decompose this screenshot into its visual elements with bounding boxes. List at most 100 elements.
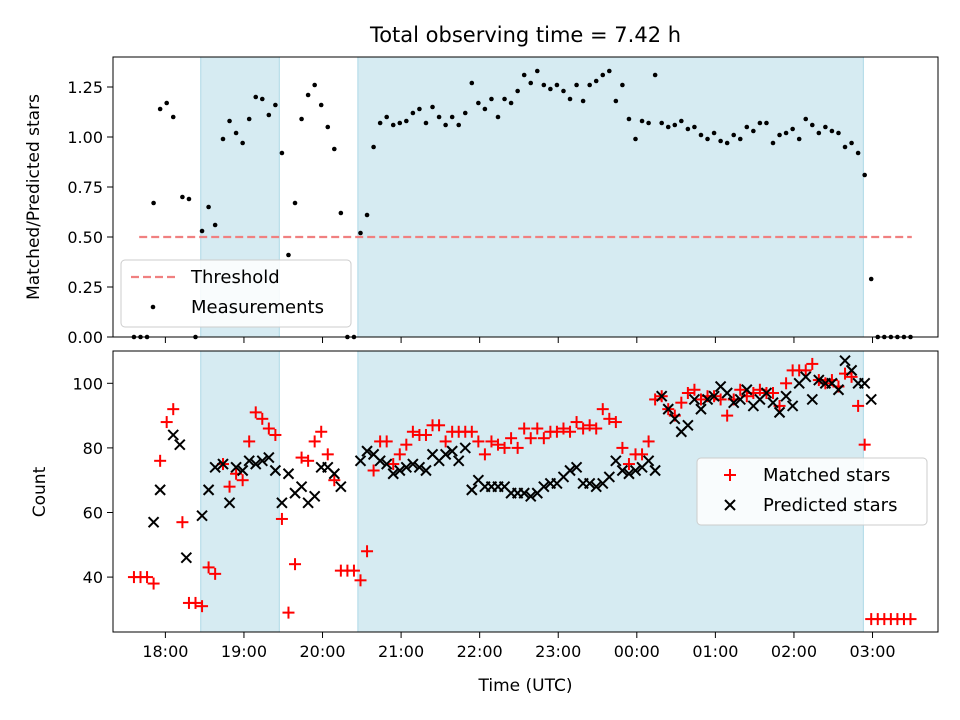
measurement-point-25 — [299, 116, 304, 122]
predicted-star-point-22 — [308, 490, 321, 503]
matched-star-point-36 — [367, 464, 380, 477]
bottom-ytick-label-3: 100 — [72, 374, 103, 393]
measurement-point-71 — [600, 72, 606, 78]
measurement-point-60 — [528, 80, 534, 86]
top-ytick-label-1: 0.25 — [67, 278, 103, 297]
measurement-point-39 — [390, 122, 396, 128]
measurement-point-13 — [220, 136, 226, 142]
measurement-point-101 — [796, 136, 802, 142]
predicted-star-point-67 — [616, 464, 629, 477]
matched-star-point-27 — [308, 435, 321, 448]
matched-star-point-5 — [160, 416, 173, 429]
top-panel: 0.00 0.25 0.50 0.75 1.00 1.25 Total observing… — [24, 23, 939, 347]
bottom-ytick-label-2: 80 — [83, 439, 103, 458]
matched-star-point-34 — [354, 574, 367, 587]
matched-star-point-111 — [858, 438, 871, 451]
predicted-star-point-37 — [420, 464, 432, 477]
measurement-point-74 — [620, 82, 625, 88]
top-title: Total observing time = 7.42 h — [369, 23, 681, 47]
matched-star-point-65 — [557, 422, 570, 435]
predicted-star-point-14 — [256, 455, 268, 467]
measurement-point-6 — [170, 114, 176, 120]
matched-star-point-19 — [256, 412, 269, 425]
measurement-point-36 — [371, 144, 376, 150]
measurement-point-87 — [705, 136, 710, 142]
predicted-star-point-27 — [354, 455, 367, 467]
matched-star-point-29 — [321, 448, 334, 461]
predicted-star-point-42 — [453, 455, 465, 467]
measurement-point-22 — [279, 150, 285, 156]
predicted-star-point-28 — [361, 445, 373, 457]
predicted-star-point-95 — [800, 371, 812, 383]
measurement-point-54 — [489, 96, 494, 102]
predicted-star-point-32 — [387, 468, 399, 480]
predicted-star-point-10 — [230, 461, 242, 473]
legend-measurements-label: Measurements — [191, 297, 324, 318]
measurement-point-27 — [312, 82, 317, 88]
top-ylabel: Matched/Predicted stars — [24, 94, 44, 300]
matched-star-point-40 — [393, 448, 406, 461]
predicted-star-point-55 — [538, 480, 550, 493]
measurement-point-47 — [443, 122, 448, 128]
matched-star-point-52 — [472, 435, 485, 448]
predicted-star-point-104 — [858, 377, 871, 390]
measurement-point-99 — [783, 130, 789, 136]
predicted-star-point-4 — [180, 552, 193, 564]
measurement-point-50 — [462, 110, 468, 116]
measurement-point-58 — [515, 88, 520, 94]
predicted-star-point-92 — [780, 390, 792, 402]
bottom-xtick-label-8: 02:00 — [771, 642, 817, 661]
measurement-point-5 — [164, 100, 169, 106]
measurement-point-48 — [449, 114, 455, 120]
measurement-point-20 — [266, 112, 272, 118]
matched-star-point-85 — [688, 383, 701, 396]
measurement-point-38 — [384, 114, 389, 120]
legend-predicted-swatch — [724, 499, 736, 511]
measurement-point-10 — [199, 228, 205, 234]
predicted-star-point-7 — [209, 461, 221, 473]
matched-star-point-38 — [380, 435, 393, 448]
measurement-point-59 — [521, 72, 527, 78]
matched-star-point-67 — [570, 416, 583, 429]
measurement-point-42 — [410, 110, 416, 116]
matched-star-point-99 — [780, 377, 793, 390]
matched-star-point-41 — [400, 438, 413, 451]
measurement-point-15 — [233, 130, 239, 136]
matched-star-point-54 — [485, 435, 498, 448]
measurement-point-75 — [626, 116, 632, 122]
bottom-legend: Matched stars Predicted stars — [696, 457, 928, 526]
predicted-star-point-83 — [721, 387, 733, 399]
predicted-star-point-16 — [269, 464, 282, 477]
top-ytick-label-2: 0.50 — [67, 228, 103, 247]
predicted-star-point-8 — [217, 458, 229, 470]
predicted-star-point-62 — [583, 477, 596, 490]
predicted-star-point-15 — [263, 451, 275, 464]
measurement-point-102 — [803, 116, 809, 122]
predicted-star-point-36 — [413, 461, 426, 473]
top-legend-box — [120, 259, 352, 328]
matched-star-point-18 — [249, 406, 262, 419]
bottom-xtick-label-4: 22:00 — [457, 642, 503, 661]
measurement-point-85 — [692, 124, 697, 130]
measurement-point-88 — [711, 130, 717, 136]
measurement-point-57 — [508, 100, 514, 106]
measurement-point-68 — [580, 98, 586, 104]
legend-predicted-label: Predicted stars — [763, 495, 897, 516]
predicted-star-point-18 — [282, 468, 295, 480]
top-ytick-label-0: 0.00 — [67, 328, 103, 347]
matched-star-point-35 — [361, 545, 374, 558]
predicted-star-point-101 — [839, 354, 851, 367]
bottom-xtick-label-0: 18:00 — [142, 642, 188, 661]
measurement-point-29 — [325, 124, 331, 130]
predicted-star-point-71 — [642, 455, 655, 467]
measurement-point-43 — [417, 106, 422, 112]
predicted-star-point-85 — [734, 393, 746, 406]
predicted-star-point-9 — [223, 497, 236, 509]
bottom-ytick-label-1: 60 — [83, 503, 103, 522]
matched-star-point-22 — [275, 512, 288, 525]
matched-star-point-10 — [196, 600, 209, 613]
top-legend: Threshold Measurements — [120, 259, 352, 328]
predicted-star-point-20 — [295, 480, 308, 493]
measurement-point-106 — [829, 128, 835, 134]
measurement-point-45 — [430, 104, 435, 110]
